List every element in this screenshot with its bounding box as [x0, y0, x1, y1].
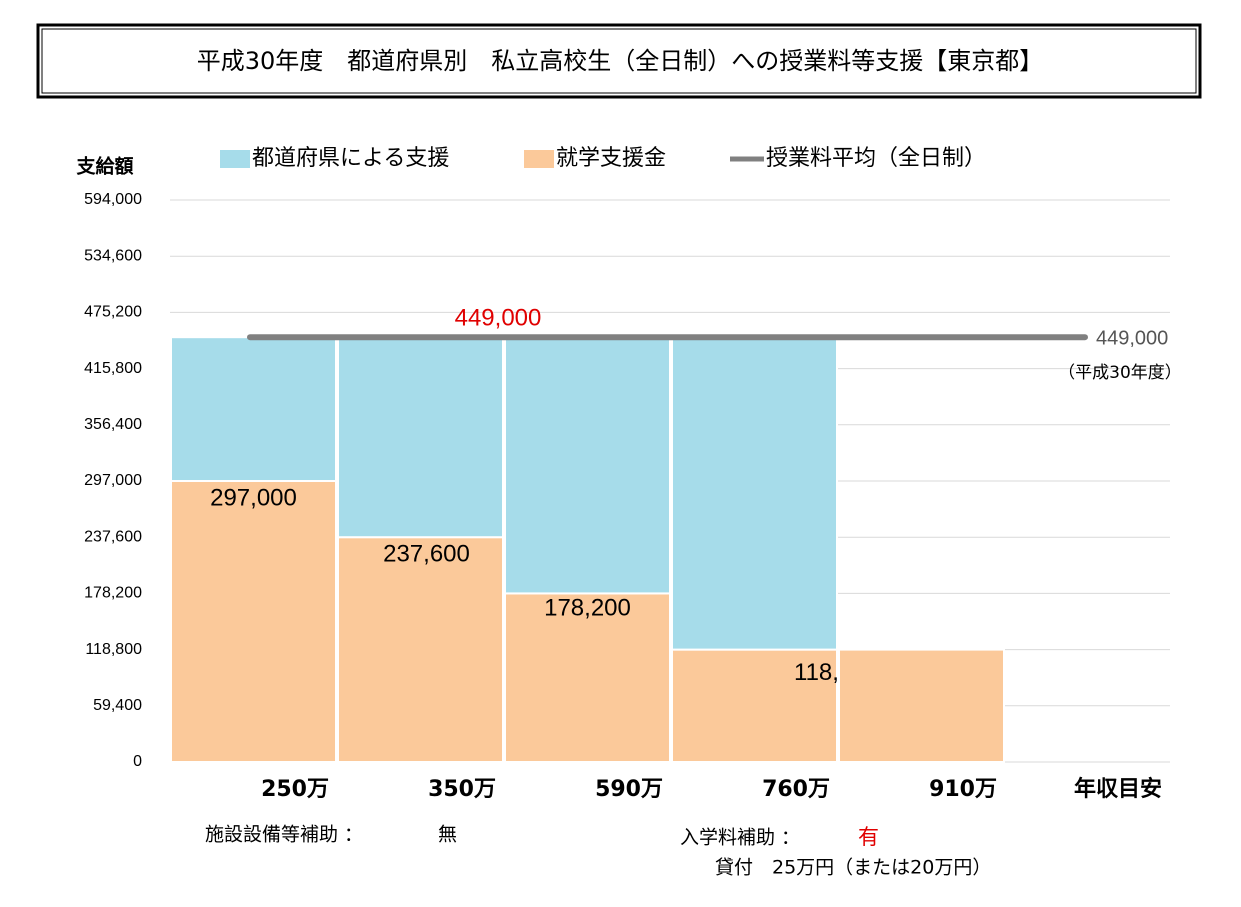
x-tick-label: 350万 — [428, 777, 496, 802]
data-label: 237,600 — [383, 541, 470, 568]
y-tick-label: 534,600 — [84, 247, 142, 264]
legend-swatch — [220, 150, 250, 168]
legend: 都道府県による支援 就学支援金 授業料平均（全日制） — [220, 146, 986, 171]
y-tick-label: 594,000 — [84, 191, 142, 208]
y-tick-label: 475,200 — [84, 304, 142, 321]
plot: 0 59,400 118,800 178,200 237,600 297,000 356,4… — [84, 191, 1182, 802]
legend-label: 都道府県による支援 — [252, 146, 449, 171]
bar-segment — [504, 592, 671, 764]
chart-title: 平成30年度 都道府県別 私立高校生（全日制）への授業料等支援【東京都】 — [197, 47, 1044, 75]
y-tick-label: 0 — [133, 753, 142, 770]
legend-swatch — [524, 150, 554, 168]
note-value: 有 — [858, 825, 879, 849]
y-tick-label: 237,600 — [84, 528, 142, 545]
y-tick-label: 356,400 — [84, 416, 142, 433]
data-label: 297,000 — [210, 484, 297, 511]
bar-segment — [838, 648, 1005, 763]
legend-label: 就学支援金 — [556, 146, 666, 171]
bar-segment — [337, 536, 504, 764]
line-label: 449,000 — [1096, 327, 1168, 349]
y-tick-label: 297,000 — [84, 472, 142, 489]
x-tick-label: 760万 — [762, 777, 830, 802]
x-axis-label: 年収目安 — [1074, 776, 1162, 802]
notes: 施設設備等補助 ： 無 入学料補助 ： 有 貸付 25万円（または20万円） — [205, 824, 991, 879]
bar-segment — [170, 480, 337, 763]
note-label: 入学料補助 ： — [680, 827, 800, 849]
data-label: 178,200 — [544, 595, 631, 622]
bar-segment — [170, 336, 337, 482]
bar-segment — [504, 336, 671, 595]
x-tick-label: 910万 — [929, 777, 997, 802]
y-tick-label: 178,200 — [84, 585, 142, 602]
y-tick-label: 59,400 — [93, 697, 142, 714]
note-label: 貸付 25万円（または20万円） — [715, 857, 991, 879]
note-label: 施設設備等補助 ： — [205, 824, 363, 846]
title-box — [36, 23, 1202, 99]
x-tick-label: 250万 — [261, 777, 329, 802]
bar-segment — [337, 336, 504, 539]
note-value: 無 — [438, 824, 457, 846]
y-axis-label: 支給額 — [75, 155, 133, 178]
line-note: （平成30年度） — [1058, 363, 1182, 383]
line-label: 449,000 — [455, 305, 542, 332]
x-tick-label: 590万 — [595, 777, 663, 802]
bar-segment — [671, 336, 838, 651]
legend-label: 授業料平均（全日制） — [766, 146, 986, 171]
title-box-inner — [41, 28, 1197, 94]
y-tick-label: 118,800 — [85, 641, 142, 658]
y-tick-label: 415,800 — [84, 360, 142, 377]
